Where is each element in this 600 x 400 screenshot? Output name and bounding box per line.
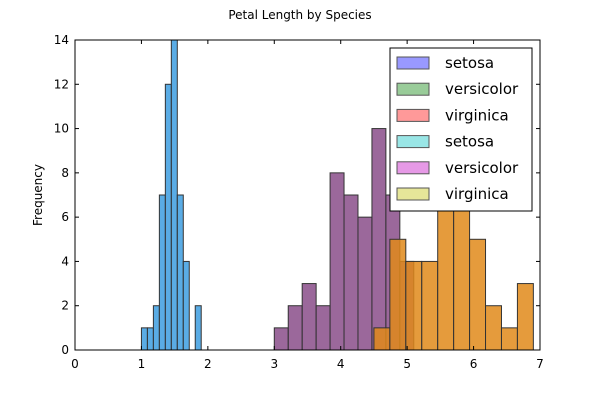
x-tick-label: 5 (403, 357, 411, 371)
histogram-bar-s2-8 (500, 327, 518, 351)
y-tick-label: 0 (61, 343, 69, 357)
histogram-bar-s2-7 (485, 305, 502, 351)
histogram-bar-s0-1 (146, 327, 154, 351)
histogram-bar-s2-4 (437, 194, 455, 351)
x-tick-label: 0 (71, 357, 79, 371)
y-tick-label: 2 (61, 299, 69, 313)
plot-area-frame (74, 39, 541, 351)
histogram-bar-s2-6 (469, 238, 487, 351)
x-tick-label: 2 (204, 357, 212, 371)
legend-label: setosa (445, 54, 494, 72)
histogram-bar-s2-0 (373, 327, 391, 351)
legend-label: versicolor (445, 80, 519, 98)
histogram-bar-s2-5 (453, 194, 471, 351)
legend-swatch (396, 135, 430, 149)
histogram-bar-s0-7 (182, 260, 190, 351)
histogram-bar-s0-5 (170, 39, 178, 351)
histogram-bar-s1-0 (273, 327, 289, 351)
histogram-bar-s0-4 (164, 83, 172, 351)
y-tick-label: 10 (54, 122, 69, 136)
legend-label: setosa (445, 133, 494, 151)
histogram-bar-s2-3 (421, 260, 439, 351)
legend-label: virginica (445, 106, 509, 124)
y-axis-label: Frequency (31, 164, 45, 226)
legend-label: versicolor (445, 159, 519, 177)
x-axis: 0 1 2 3 4 5 6 7 (71, 40, 544, 371)
histogram-bar-s0-2 (152, 305, 160, 351)
legend-swatch (396, 82, 430, 96)
histogram-bar-s1-5 (343, 194, 359, 351)
x-tick-label: 1 (138, 357, 146, 371)
y-tick-label: 14 (54, 33, 69, 47)
histogram-bar-s2-9 (516, 283, 534, 351)
legend-swatch (396, 56, 430, 70)
histogram-bar-s0-3 (158, 194, 166, 351)
histogram-bar-s2-2 (405, 260, 423, 351)
y-axis: 0 2 4 6 8 10 12 14 (54, 33, 540, 357)
x-tick-label: 3 (270, 357, 278, 371)
legend-swatch (396, 108, 430, 122)
histogram-bar-s1-2 (301, 283, 317, 351)
histogram-bar-s1-3 (315, 305, 331, 351)
histogram-bar-s0-8 (194, 305, 202, 351)
histogram-bar-s2-1 (389, 238, 407, 351)
chart-title: Petal Length by Species (228, 8, 371, 22)
histogram-bar-s0-0 (140, 327, 148, 351)
histogram-bar-s1-7 (371, 128, 387, 351)
y-tick-label: 4 (61, 254, 69, 268)
legend-swatch (396, 161, 430, 175)
y-tick-label: 12 (54, 77, 69, 91)
y-tick-label: 8 (61, 166, 69, 180)
legend-box (389, 47, 533, 212)
histogram-bar-s1-1 (287, 305, 303, 351)
x-tick-label: 4 (337, 357, 345, 371)
legend: setosa versicolor virginica setosa versicolo… (389, 47, 533, 212)
histogram-bar-s1-6 (357, 216, 373, 351)
x-tick-label: 7 (536, 357, 544, 371)
legend-label: virginica (445, 185, 509, 203)
x-tick-label: 6 (470, 357, 478, 371)
histogram-bar-s1-4 (329, 172, 345, 351)
legend-swatch (396, 187, 430, 201)
histogram-bar-s0-6 (176, 194, 184, 351)
y-tick-label: 6 (61, 210, 69, 224)
